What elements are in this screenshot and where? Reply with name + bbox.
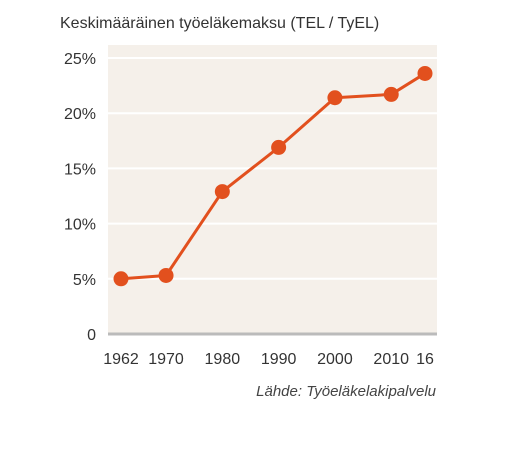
data-point: [383, 86, 399, 102]
y-tick-label: 15%: [64, 161, 96, 178]
data-point: [417, 65, 433, 81]
source-note: Lähde: Työeläkelakipalvelu: [256, 383, 436, 400]
x-tick-label: 1990: [261, 351, 297, 368]
y-tick-label: 5%: [73, 272, 96, 289]
x-tick-label: 1970: [148, 351, 184, 368]
x-axis-ticks: 1962 1970 1980 1990 2000 2010 16: [103, 351, 434, 368]
data-point: [327, 90, 343, 106]
data-points: [113, 65, 433, 287]
x-tick-label: 2000: [317, 351, 353, 368]
y-tick-label: 25%: [64, 51, 96, 68]
y-axis-ticks: 0 5% 10% 15% 20% 25%: [64, 51, 96, 344]
data-point: [271, 139, 287, 155]
y-tick-label: 0: [87, 327, 96, 344]
data-point: [214, 184, 230, 200]
x-tick-label: 16: [416, 351, 434, 368]
x-tick-label: 1962: [103, 351, 139, 368]
x-tick-label: 2010: [373, 351, 409, 368]
x-tick-label: 1980: [205, 351, 241, 368]
chart-title: Keskimääräinen työeläkemaksu (TEL / TyEL…: [60, 15, 379, 32]
plot-background: [108, 45, 437, 335]
y-tick-label: 20%: [64, 106, 96, 123]
data-point: [158, 267, 174, 283]
y-tick-label: 10%: [64, 217, 96, 234]
data-point: [113, 271, 129, 287]
